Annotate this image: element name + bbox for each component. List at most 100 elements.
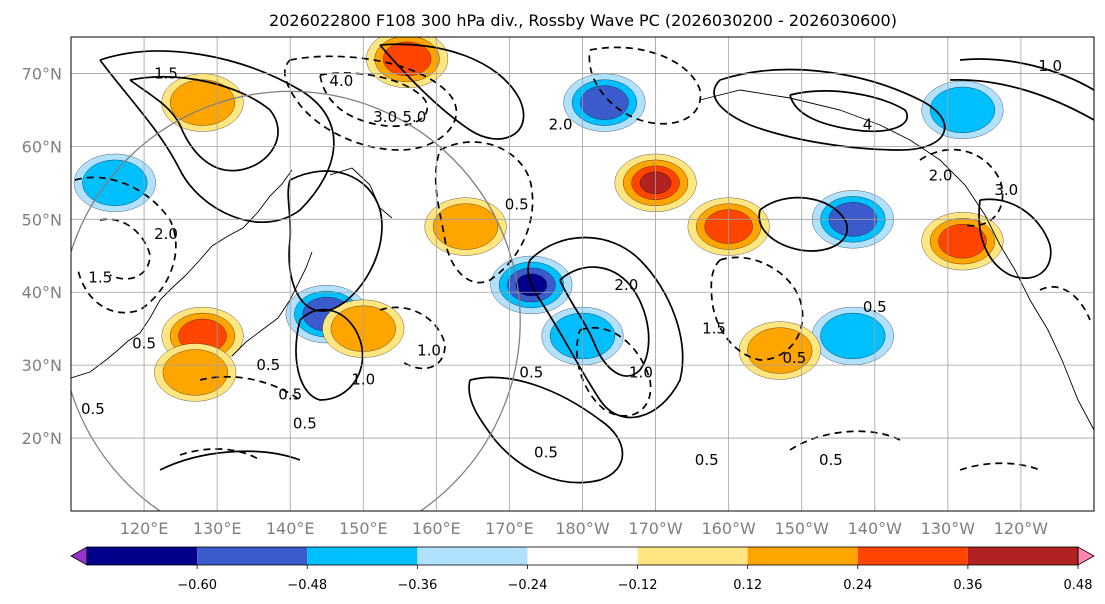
colorbar-box <box>307 547 418 565</box>
longitude-label: 130°W <box>921 519 976 538</box>
colorbar-tick-label: −0.48 <box>287 578 327 593</box>
shading-cell <box>811 306 894 366</box>
colorbar-tick-label: −0.60 <box>177 578 217 593</box>
contour-negative <box>588 46 702 125</box>
contour-positive <box>468 376 624 484</box>
contour-positive <box>559 266 650 377</box>
contour-positive <box>959 58 1094 91</box>
shading-level <box>162 349 228 396</box>
contour-positive <box>379 43 525 140</box>
kamchatka-coastline <box>329 167 393 219</box>
contour-label: 0.5 <box>132 334 156 352</box>
shading-level <box>382 41 432 77</box>
latitude-label: 20°N <box>22 429 62 448</box>
lat-lon-grid <box>71 37 1094 511</box>
latitude-label: 30°N <box>22 356 62 375</box>
contour-label: 2.0 <box>549 116 573 134</box>
contour-label: 0.5 <box>81 400 105 418</box>
contour-positive <box>295 308 364 401</box>
contour-label: 3.0 <box>373 108 397 126</box>
colorbar-box <box>527 547 638 565</box>
contour-negative <box>179 448 261 461</box>
colorbar-tick-labels: −0.60 −0.48 −0.36 −0.24 −0.12 0.12 0.24 0.36 0.4… <box>177 565 1093 593</box>
map-frame <box>70 36 1095 512</box>
contour-label: 1.0 <box>417 342 441 360</box>
colorbar-extend-low <box>70 546 88 566</box>
colorbar-box <box>417 547 528 565</box>
shading-cell <box>73 153 156 212</box>
shading-cell <box>563 73 646 132</box>
longitude-label: 150°E <box>339 519 388 538</box>
contour-positive <box>159 450 301 471</box>
contour-label: 1.5 <box>154 64 178 82</box>
shading-cell <box>921 80 1004 139</box>
contour-label: 0.5 <box>534 444 558 462</box>
longitude-label: 140°W <box>848 519 903 538</box>
colorbar-box <box>967 547 1078 565</box>
shading-cell <box>738 321 821 380</box>
shading-cell <box>921 212 1004 271</box>
colorbar-tick-label: −0.12 <box>618 578 658 593</box>
contour-negative <box>199 376 301 401</box>
latitude-label: 70°N <box>22 64 62 83</box>
latitude-label: 40°N <box>22 283 62 302</box>
north-america-west-coastline <box>999 244 1094 431</box>
contour-label: 1.0 <box>629 363 653 381</box>
longitude-label: 180°W <box>555 519 610 538</box>
contour-label: 1.5 <box>88 269 112 287</box>
latitude-labels: 70°N 60°N 50°N 40°N 30°N 20°N <box>22 64 62 448</box>
colorbar-tick-label: 0.36 <box>953 578 982 593</box>
rossby-pc-contours <box>74 43 1094 484</box>
contour-label: 1.0 <box>351 371 375 389</box>
longitude-label: 120°E <box>120 519 169 538</box>
colorbar-tick-label: 0.24 <box>843 578 872 593</box>
contour-label: 0.5 <box>782 349 806 367</box>
contour-label: 0.5 <box>863 298 887 316</box>
contour-label: 5.0 <box>403 108 427 126</box>
longitude-label: 120°W <box>994 519 1049 538</box>
colorbar-box <box>87 547 198 565</box>
contour-label: 2.0 <box>614 276 638 294</box>
contour-negative <box>959 462 1041 471</box>
colorbar: −0.60 −0.48 −0.36 −0.24 −0.12 0.12 0.24 0.36 0.4… <box>70 546 1095 593</box>
shading-level <box>82 159 148 206</box>
contour-label: 4 <box>863 116 873 134</box>
shading-level <box>929 86 996 134</box>
longitude-label: 130°E <box>193 519 242 538</box>
shading-level <box>820 312 886 360</box>
asia-coastline <box>71 169 293 379</box>
longitude-label: 150°W <box>775 519 830 538</box>
contour-label: 1.5 <box>702 320 726 338</box>
colorbar-tick-label: 0.48 <box>1064 578 1093 593</box>
contour-label: 0.5 <box>505 196 529 214</box>
colorbar-tick-label: −0.36 <box>397 578 437 593</box>
shading-level <box>433 203 499 250</box>
alaska-coastline <box>699 89 1001 246</box>
contour-positive <box>99 50 335 223</box>
latitude-label: 50°N <box>22 210 62 229</box>
contour-label: 0.5 <box>293 414 317 432</box>
map-panel: 1.5 4.0 3.0 5.0 2.0 2.0 3.0 4 2.0 1.5 0.5 0.5 0.5 0.5… <box>22 36 1095 538</box>
japan-coastline <box>231 251 313 357</box>
contour-positive <box>949 79 1094 121</box>
colorbar-box <box>637 547 748 565</box>
colorbar-tick-label: 0.12 <box>733 578 762 593</box>
colorbar-box <box>747 547 858 565</box>
latitude-label: 60°N <box>22 137 62 156</box>
contour-label: 1.0 <box>1038 57 1062 75</box>
contour-negative <box>379 306 446 370</box>
longitude-label: 170°W <box>628 519 683 538</box>
contour-negative <box>74 176 177 314</box>
map-title: 2026022800 F108 300 hPa div., Rossby Wav… <box>269 11 897 30</box>
contour-label: 0.5 <box>278 385 302 403</box>
longitude-labels: 120°E 130°E 140°E 150°E 160°E 170°E 180°W 170°W… <box>120 519 1049 538</box>
shading-level <box>938 224 987 259</box>
coastlines <box>71 89 1094 431</box>
contour-negative <box>319 72 428 127</box>
shading-level <box>580 85 629 120</box>
contour-positive <box>527 236 684 419</box>
contour-label: 2.0 <box>929 167 953 185</box>
longitude-label: 160°E <box>412 519 461 538</box>
colorbar-boxes <box>70 546 1095 566</box>
